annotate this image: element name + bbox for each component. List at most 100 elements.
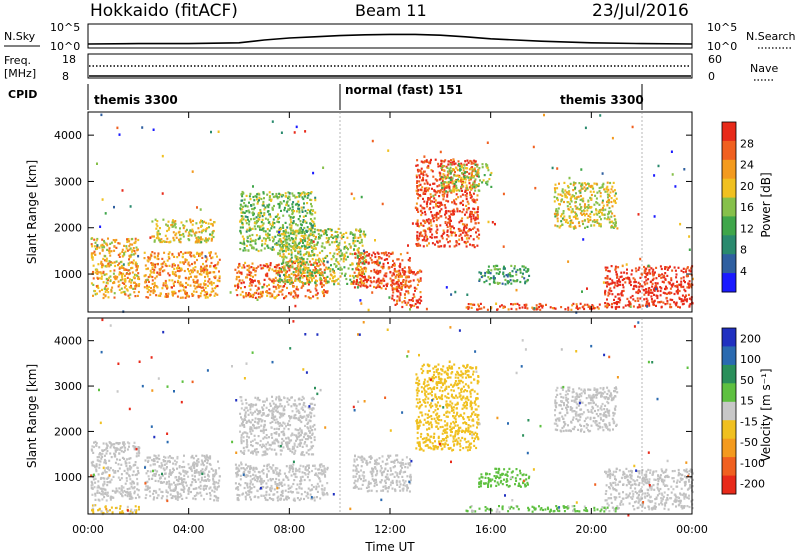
power-cell	[256, 198, 258, 201]
power-cell	[516, 279, 519, 282]
power-cell	[251, 212, 254, 215]
power-cell	[210, 239, 213, 242]
power-cell	[458, 238, 461, 241]
power-cell	[449, 163, 452, 166]
velocity-cell	[204, 469, 207, 472]
velocity-cell	[130, 495, 133, 498]
power-cell	[676, 291, 679, 295]
power-cell	[302, 241, 304, 244]
power-cell	[325, 282, 328, 285]
power-cell	[580, 185, 583, 188]
power-cell	[171, 279, 174, 282]
power-cell	[469, 228, 472, 232]
power-cell	[566, 184, 569, 188]
power-cell	[460, 185, 463, 189]
power-cell	[106, 282, 109, 285]
power-cell	[320, 260, 323, 263]
power-cell	[641, 273, 644, 276]
power-cell	[372, 251, 375, 254]
power-cell	[195, 236, 198, 239]
power-cell	[278, 204, 281, 207]
power-cell	[639, 276, 642, 279]
power-cell	[121, 276, 124, 279]
velocity-cell	[102, 477, 105, 480]
power-cell	[207, 222, 210, 225]
power-cell	[300, 224, 303, 227]
power-cell	[372, 280, 375, 283]
power-cell	[294, 238, 297, 241]
velocity-cell	[167, 456, 170, 459]
nsearch-label: N.Search	[746, 30, 796, 43]
power-cell	[352, 276, 355, 279]
power-cell	[440, 235, 443, 238]
power-cell	[472, 162, 475, 165]
power-cell	[314, 279, 317, 282]
power-cell	[296, 229, 299, 232]
power-cell	[238, 279, 241, 282]
power-cell	[431, 187, 433, 190]
power-cell	[423, 236, 426, 239]
velocity-cell	[110, 495, 113, 498]
power-cell	[455, 198, 458, 201]
power-cell	[359, 266, 362, 269]
power-cell	[341, 272, 343, 275]
power-cell	[586, 225, 589, 228]
power-cell	[382, 251, 385, 255]
velocity-cell	[104, 471, 107, 474]
power-cell	[287, 195, 290, 198]
power-cell	[194, 266, 197, 269]
power-cell	[541, 306, 544, 309]
power-cell	[463, 225, 466, 228]
power-cell	[267, 292, 270, 295]
power-cell	[645, 288, 647, 291]
power-cell	[440, 159, 443, 162]
power-cell	[614, 307, 617, 310]
power-cell	[318, 278, 321, 281]
power-cell	[465, 306, 468, 309]
power-cell	[199, 285, 202, 288]
power-cell	[669, 287, 672, 290]
power-cell	[145, 267, 148, 271]
power-cell	[318, 260, 320, 263]
power-cell	[476, 172, 479, 175]
power-cell	[309, 254, 312, 257]
power-cell	[263, 197, 265, 200]
power-cell	[473, 246, 476, 249]
power-cell	[445, 165, 448, 168]
power-cell	[263, 213, 266, 216]
power-cell	[473, 167, 476, 170]
velocity-cell	[154, 472, 157, 475]
power-cell	[685, 270, 687, 273]
power-cell	[269, 264, 272, 267]
power-cell	[558, 182, 560, 185]
power-cell	[442, 184, 445, 188]
power-cell	[245, 230, 248, 233]
power-cell	[455, 193, 458, 196]
power-cell	[161, 287, 164, 290]
power-noise-cell	[454, 290, 457, 294]
power-cell	[299, 220, 302, 223]
power-cell	[648, 270, 651, 273]
power-cell	[309, 210, 311, 213]
velocity-cell	[109, 480, 112, 483]
power-cell	[585, 212, 588, 215]
power-cell	[600, 211, 603, 215]
power-cell	[334, 230, 337, 233]
power-cell	[249, 282, 252, 285]
freq-tick-top: 18	[62, 53, 76, 66]
velocity-cell	[154, 455, 157, 458]
power-cell	[307, 192, 310, 195]
power-cell	[113, 281, 116, 284]
power-cell	[296, 244, 299, 247]
power-cell	[308, 238, 311, 241]
power-cell	[413, 271, 415, 274]
power-noise-cell	[576, 307, 579, 311]
power-cell	[476, 165, 479, 168]
power-cell	[590, 193, 593, 197]
power-cell	[598, 303, 601, 306]
power-cell	[248, 211, 251, 214]
power-cell	[169, 241, 171, 244]
power-cell	[444, 159, 447, 162]
power-cell	[459, 201, 462, 205]
power-cell	[670, 279, 673, 282]
